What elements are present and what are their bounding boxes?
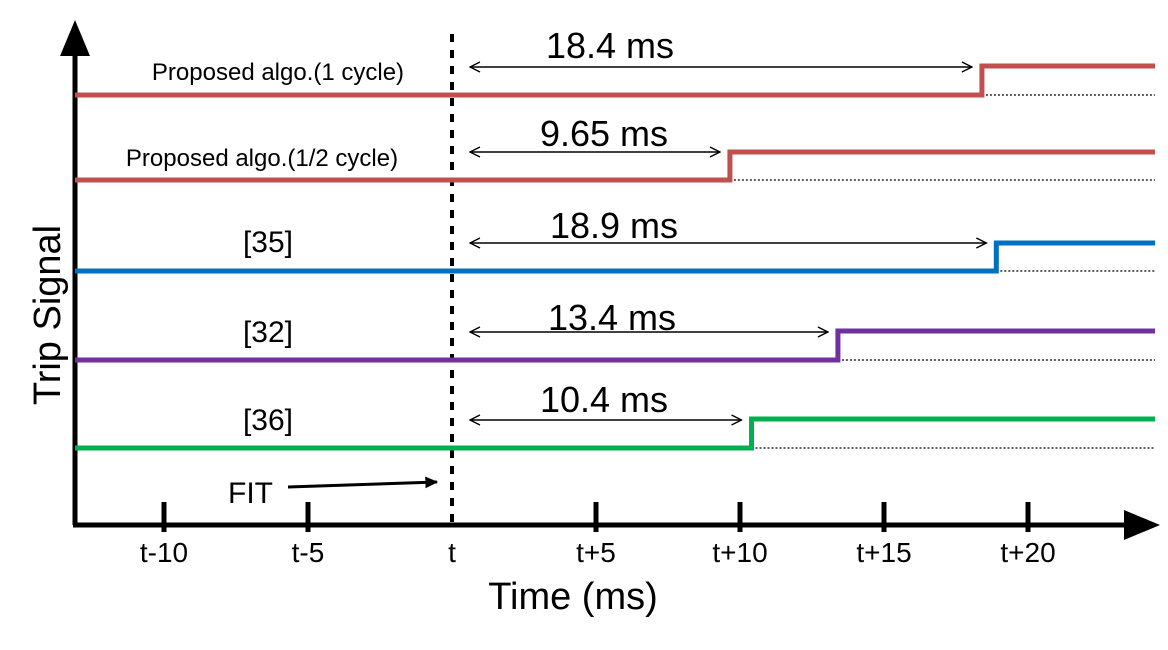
series-2: Proposed algo.(1/2 cycle) 9.65 ms [75, 113, 1155, 183]
delay-label: 9.65 ms [540, 113, 668, 154]
x-tick-label: t+10 [712, 537, 767, 568]
fit-label: FIT [228, 477, 273, 510]
series-label: [36] [243, 404, 293, 437]
series-label: [35] [243, 226, 293, 259]
series-label: Proposed algo.(1 cycle) [152, 59, 404, 86]
x-tick-label: t+15 [856, 537, 911, 568]
x-tick-label: t+20 [1000, 537, 1055, 568]
y-axis-arrowhead [60, 20, 90, 56]
delay-label: 13.4 ms [548, 297, 676, 338]
trip-signal-line [75, 63, 1155, 98]
trip-signal-line [75, 328, 1155, 363]
delay-label: 18.9 ms [550, 205, 678, 246]
trip-signal-line [75, 416, 1155, 451]
fit-arrow [287, 476, 439, 489]
trip-signal-line [75, 240, 1155, 274]
series-label: Proposed algo.(1/2 cycle) [126, 145, 398, 172]
delay-label: 10.4 ms [540, 379, 668, 420]
series-5: [36] 10.4 ms [75, 379, 1155, 451]
series-3: [35] 18.9 ms [75, 205, 1155, 274]
series-1: Proposed algo.(1 cycle) 18.4 ms [75, 25, 1155, 98]
x-tick-label: t [448, 537, 456, 568]
series-label: [32] [243, 316, 293, 349]
y-axis-label: Trip Signal [27, 225, 69, 405]
x-tick-label: t+5 [576, 537, 616, 568]
delay-label: 18.4 ms [546, 25, 674, 66]
series-4: [32] 13.4 ms [75, 297, 1155, 363]
x-axis-label: Time (ms) [488, 576, 658, 618]
trip-signal-line [75, 149, 1155, 183]
x-ticks: t-10 t-5 t t+5 t+10 t+15 t+20 [140, 502, 1056, 568]
x-tick-label: t-10 [140, 537, 188, 568]
x-tick-label: t-5 [292, 537, 325, 568]
x-axis-arrowhead [1124, 510, 1160, 540]
